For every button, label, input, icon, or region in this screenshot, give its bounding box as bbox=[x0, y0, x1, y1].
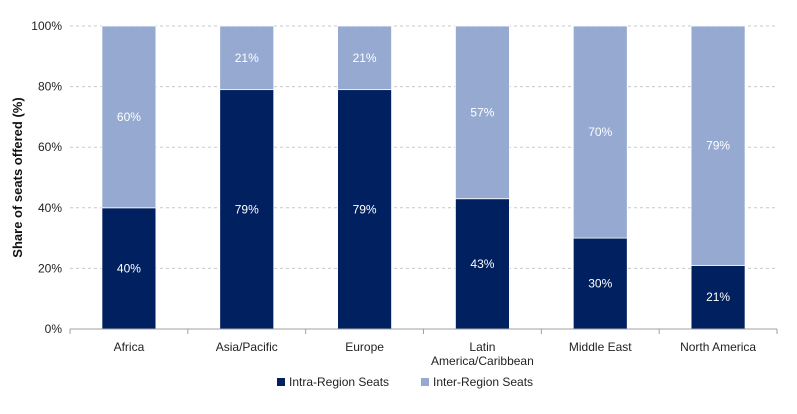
y-axis-ticks: 0% 20% 40% 60% 80% 100% bbox=[31, 19, 62, 336]
y-tick-label: 20% bbox=[38, 261, 62, 275]
data-label: 60% bbox=[117, 110, 141, 124]
bar-segment bbox=[690, 25, 746, 266]
data-label: 40% bbox=[117, 261, 141, 275]
data-label: 79% bbox=[235, 202, 259, 216]
x-axis bbox=[69, 328, 778, 334]
category-label: Middle East bbox=[569, 340, 632, 354]
y-tick-label: 60% bbox=[38, 140, 62, 154]
data-label: 57% bbox=[470, 105, 494, 119]
category-label: Africa bbox=[114, 340, 145, 354]
y-tick-label: 100% bbox=[31, 19, 62, 33]
bar-segment bbox=[455, 25, 510, 200]
y-tick-label: 40% bbox=[38, 201, 62, 215]
bars: 40% 60% 79% 21% 79% 21% 43% 57% 30% 70% 21% 79% bbox=[101, 25, 746, 330]
bar-segment bbox=[219, 89, 275, 330]
bar-segment bbox=[690, 264, 746, 330]
data-label: 43% bbox=[470, 257, 494, 271]
data-label: 79% bbox=[706, 139, 730, 153]
bar-segment bbox=[337, 25, 392, 91]
legend-label: Intra-Region Seats bbox=[289, 375, 389, 389]
legend-swatch bbox=[421, 378, 429, 386]
y-axis-title: Share of seats offered (%) bbox=[10, 97, 25, 257]
legend: Intra-Region Seats Inter-Region Seats bbox=[277, 375, 533, 389]
category-label: Europe bbox=[345, 340, 384, 354]
category-label: North America bbox=[680, 340, 756, 354]
bar-segment bbox=[572, 237, 628, 330]
data-label: 30% bbox=[588, 277, 612, 291]
y-tick-label: 0% bbox=[45, 322, 63, 336]
bar-segment bbox=[101, 207, 157, 330]
bar-segment bbox=[455, 198, 510, 330]
gridlines bbox=[70, 25, 777, 269]
data-label: 70% bbox=[588, 125, 612, 139]
category-label: Asia/Pacific bbox=[216, 340, 278, 354]
bar-segment bbox=[219, 25, 275, 91]
data-label: 21% bbox=[235, 51, 259, 65]
category-labels: Africa Asia/Pacific Europe Latin America/Car… bbox=[114, 340, 757, 368]
category-label: Latin America/Caribbean bbox=[431, 340, 534, 368]
bar-segment bbox=[572, 25, 628, 239]
legend-label: Inter-Region Seats bbox=[433, 375, 533, 389]
data-label: 21% bbox=[353, 51, 377, 65]
bar-segment bbox=[101, 25, 157, 209]
data-label: 21% bbox=[706, 290, 730, 304]
y-tick-label: 80% bbox=[38, 80, 62, 94]
legend-swatch bbox=[277, 378, 285, 386]
data-label: 79% bbox=[353, 202, 377, 216]
